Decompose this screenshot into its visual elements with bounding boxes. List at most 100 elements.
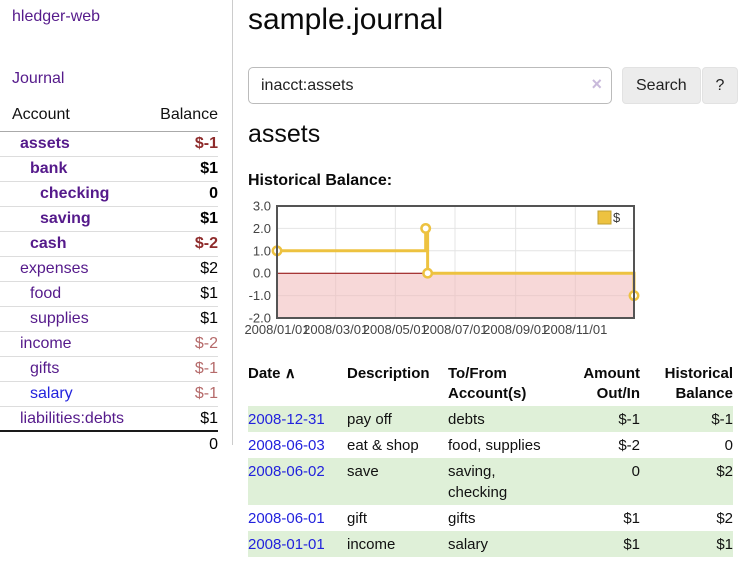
transaction-accounts: gifts xyxy=(448,510,476,527)
total-balance: 0 xyxy=(209,435,218,453)
amount-column-header: Amount Out/In xyxy=(583,365,640,402)
svg-text:2008/03/01: 2008/03/01 xyxy=(303,322,368,337)
account-link[interactable]: saving xyxy=(40,210,91,227)
search-input[interactable] xyxy=(248,67,612,104)
account-balance: 0 xyxy=(209,185,218,202)
register-header-row: Date ∧ Description To/From Account(s) Am… xyxy=(248,362,733,406)
account-balance: $1 xyxy=(200,160,218,177)
transaction-accounts: food, supplies xyxy=(448,437,541,454)
tofrom-column-header: To/From Account(s) xyxy=(448,365,527,402)
sidebar: hledger-web Journal Account Balance asse… xyxy=(0,0,233,453)
transaction-date-link[interactable]: 2008-06-03 xyxy=(248,437,325,454)
transaction-accounts: salary xyxy=(448,536,489,553)
transaction-amount: $-2 xyxy=(618,437,640,454)
app-title-link[interactable]: hledger-web xyxy=(12,8,101,25)
transaction-amount: $-1 xyxy=(618,411,640,428)
account-link[interactable]: salary xyxy=(30,385,73,402)
transaction-amount: $1 xyxy=(623,536,640,553)
account-link[interactable]: income xyxy=(20,335,72,352)
transaction-amount: 0 xyxy=(631,463,640,480)
svg-text:2008/07/01: 2008/07/01 xyxy=(422,322,487,337)
account-link[interactable]: gifts xyxy=(30,360,60,377)
account-link[interactable]: supplies xyxy=(30,310,89,327)
svg-text:1.0: 1.0 xyxy=(253,243,271,258)
register-row: 2008-06-03 eat & shop food, supplies $-2 0 xyxy=(248,432,733,458)
svg-text:-2.0: -2.0 xyxy=(249,311,271,326)
historical-balance-chart: $3.0 2.0 1.0 0.0 -1.0 -2.02008/01/012008/03/0… xyxy=(244,199,640,337)
transaction-date-link[interactable]: 2008-01-01 xyxy=(248,536,325,553)
search-button[interactable]: Search xyxy=(622,67,701,104)
transaction-balance: $-1 xyxy=(711,411,733,428)
register-row: 2008-06-01 gift gifts $1 $2 xyxy=(248,505,733,531)
accounts-rows: assets $-1 bank $1 checking 0 saving $1 cash $-2 e… xyxy=(0,132,218,432)
account-balance: $-2 xyxy=(194,335,218,352)
transaction-description: save xyxy=(347,463,379,480)
account-heading: assets xyxy=(248,120,321,148)
description-column-header: Description xyxy=(347,365,430,382)
transaction-description: pay off xyxy=(347,411,392,428)
account-balance: $-2 xyxy=(194,235,218,252)
page-title: sample.journal xyxy=(248,3,444,36)
search-form: × Search ? xyxy=(248,67,742,104)
search-input-wrapper: × xyxy=(248,67,612,104)
register-row: 2008-06-02 save saving, checking 0 $2 xyxy=(248,458,733,505)
account-balance: $1 xyxy=(200,409,218,427)
svg-text:2008/11/01: 2008/11/01 xyxy=(543,322,607,337)
account-row: gifts $-1 xyxy=(0,357,218,382)
account-link[interactable]: checking xyxy=(40,185,110,202)
account-row: assets $-1 xyxy=(0,132,218,157)
clear-search-icon[interactable]: × xyxy=(591,74,602,94)
balance-column-header: Balance xyxy=(160,106,218,123)
account-row: cash $-2 xyxy=(0,232,218,257)
transaction-balance: 0 xyxy=(724,437,733,454)
sidebar-item-journal[interactable]: Journal xyxy=(12,70,65,87)
transaction-date-link[interactable]: 2008-06-02 xyxy=(248,463,325,480)
account-row: food $1 xyxy=(0,282,218,307)
register-rows: 2008-12-31 pay off debts $-1 $-1 2008-06-03 ea… xyxy=(248,406,733,557)
svg-text:2008/09/01: 2008/09/01 xyxy=(483,322,548,337)
accounts-total-row: 0 xyxy=(0,432,218,457)
account-link[interactable]: expenses xyxy=(20,260,89,277)
account-balance: $1 xyxy=(200,310,218,327)
transaction-description: income xyxy=(347,536,396,553)
register-table: Date ∧ Description To/From Account(s) Am… xyxy=(248,362,733,557)
transaction-description: eat & shop xyxy=(347,437,419,454)
account-row: bank $1 xyxy=(0,157,218,182)
account-link[interactable]: assets xyxy=(20,135,70,152)
transaction-balance: $2 xyxy=(716,463,733,480)
account-link[interactable]: food xyxy=(30,285,62,302)
account-column-header: Account xyxy=(12,106,70,123)
chart-title: Historical Balance: xyxy=(248,172,393,189)
transaction-balance: $2 xyxy=(716,510,733,527)
transaction-accounts: debts xyxy=(448,411,485,428)
transaction-date-link[interactable]: 2008-06-01 xyxy=(248,510,325,527)
account-row: checking 0 xyxy=(0,182,218,207)
accounts-table-header: Account Balance xyxy=(0,102,218,132)
svg-text:$: $ xyxy=(613,210,621,225)
account-row: salary $-1 xyxy=(0,382,218,407)
svg-text:0.0: 0.0 xyxy=(253,266,271,281)
sort-ascending-icon: ∧ xyxy=(284,365,296,382)
account-link[interactable]: liabilities:debts xyxy=(20,409,125,427)
account-balance: $-1 xyxy=(194,385,218,402)
main-content: sample.journal × Search ? assets Histori… xyxy=(244,0,742,582)
date-column-header[interactable]: Date ∧ xyxy=(248,362,347,406)
account-balance: $-1 xyxy=(194,135,218,152)
accounts-table: Account Balance assets $-1 bank $1 checking 0… xyxy=(0,102,218,457)
account-row: income $-2 xyxy=(0,332,218,357)
date-header-label: Date xyxy=(248,365,281,382)
svg-text:2.0: 2.0 xyxy=(253,221,271,236)
account-link[interactable]: bank xyxy=(30,160,68,177)
register-row: 2008-12-31 pay off debts $-1 $-1 xyxy=(248,406,733,432)
svg-text:-1.0: -1.0 xyxy=(249,288,271,303)
transaction-accounts: saving, checking xyxy=(448,463,508,501)
help-button[interactable]: ? xyxy=(702,67,738,104)
account-link[interactable]: cash xyxy=(30,235,67,252)
svg-text:2008/01/01: 2008/01/01 xyxy=(244,322,309,337)
account-balance: $2 xyxy=(200,260,218,277)
transaction-amount: $1 xyxy=(623,510,640,527)
account-row: supplies $1 xyxy=(0,307,218,332)
transaction-description: gift xyxy=(347,510,368,527)
account-balance: $1 xyxy=(200,210,218,227)
transaction-date-link[interactable]: 2008-12-31 xyxy=(248,411,325,428)
